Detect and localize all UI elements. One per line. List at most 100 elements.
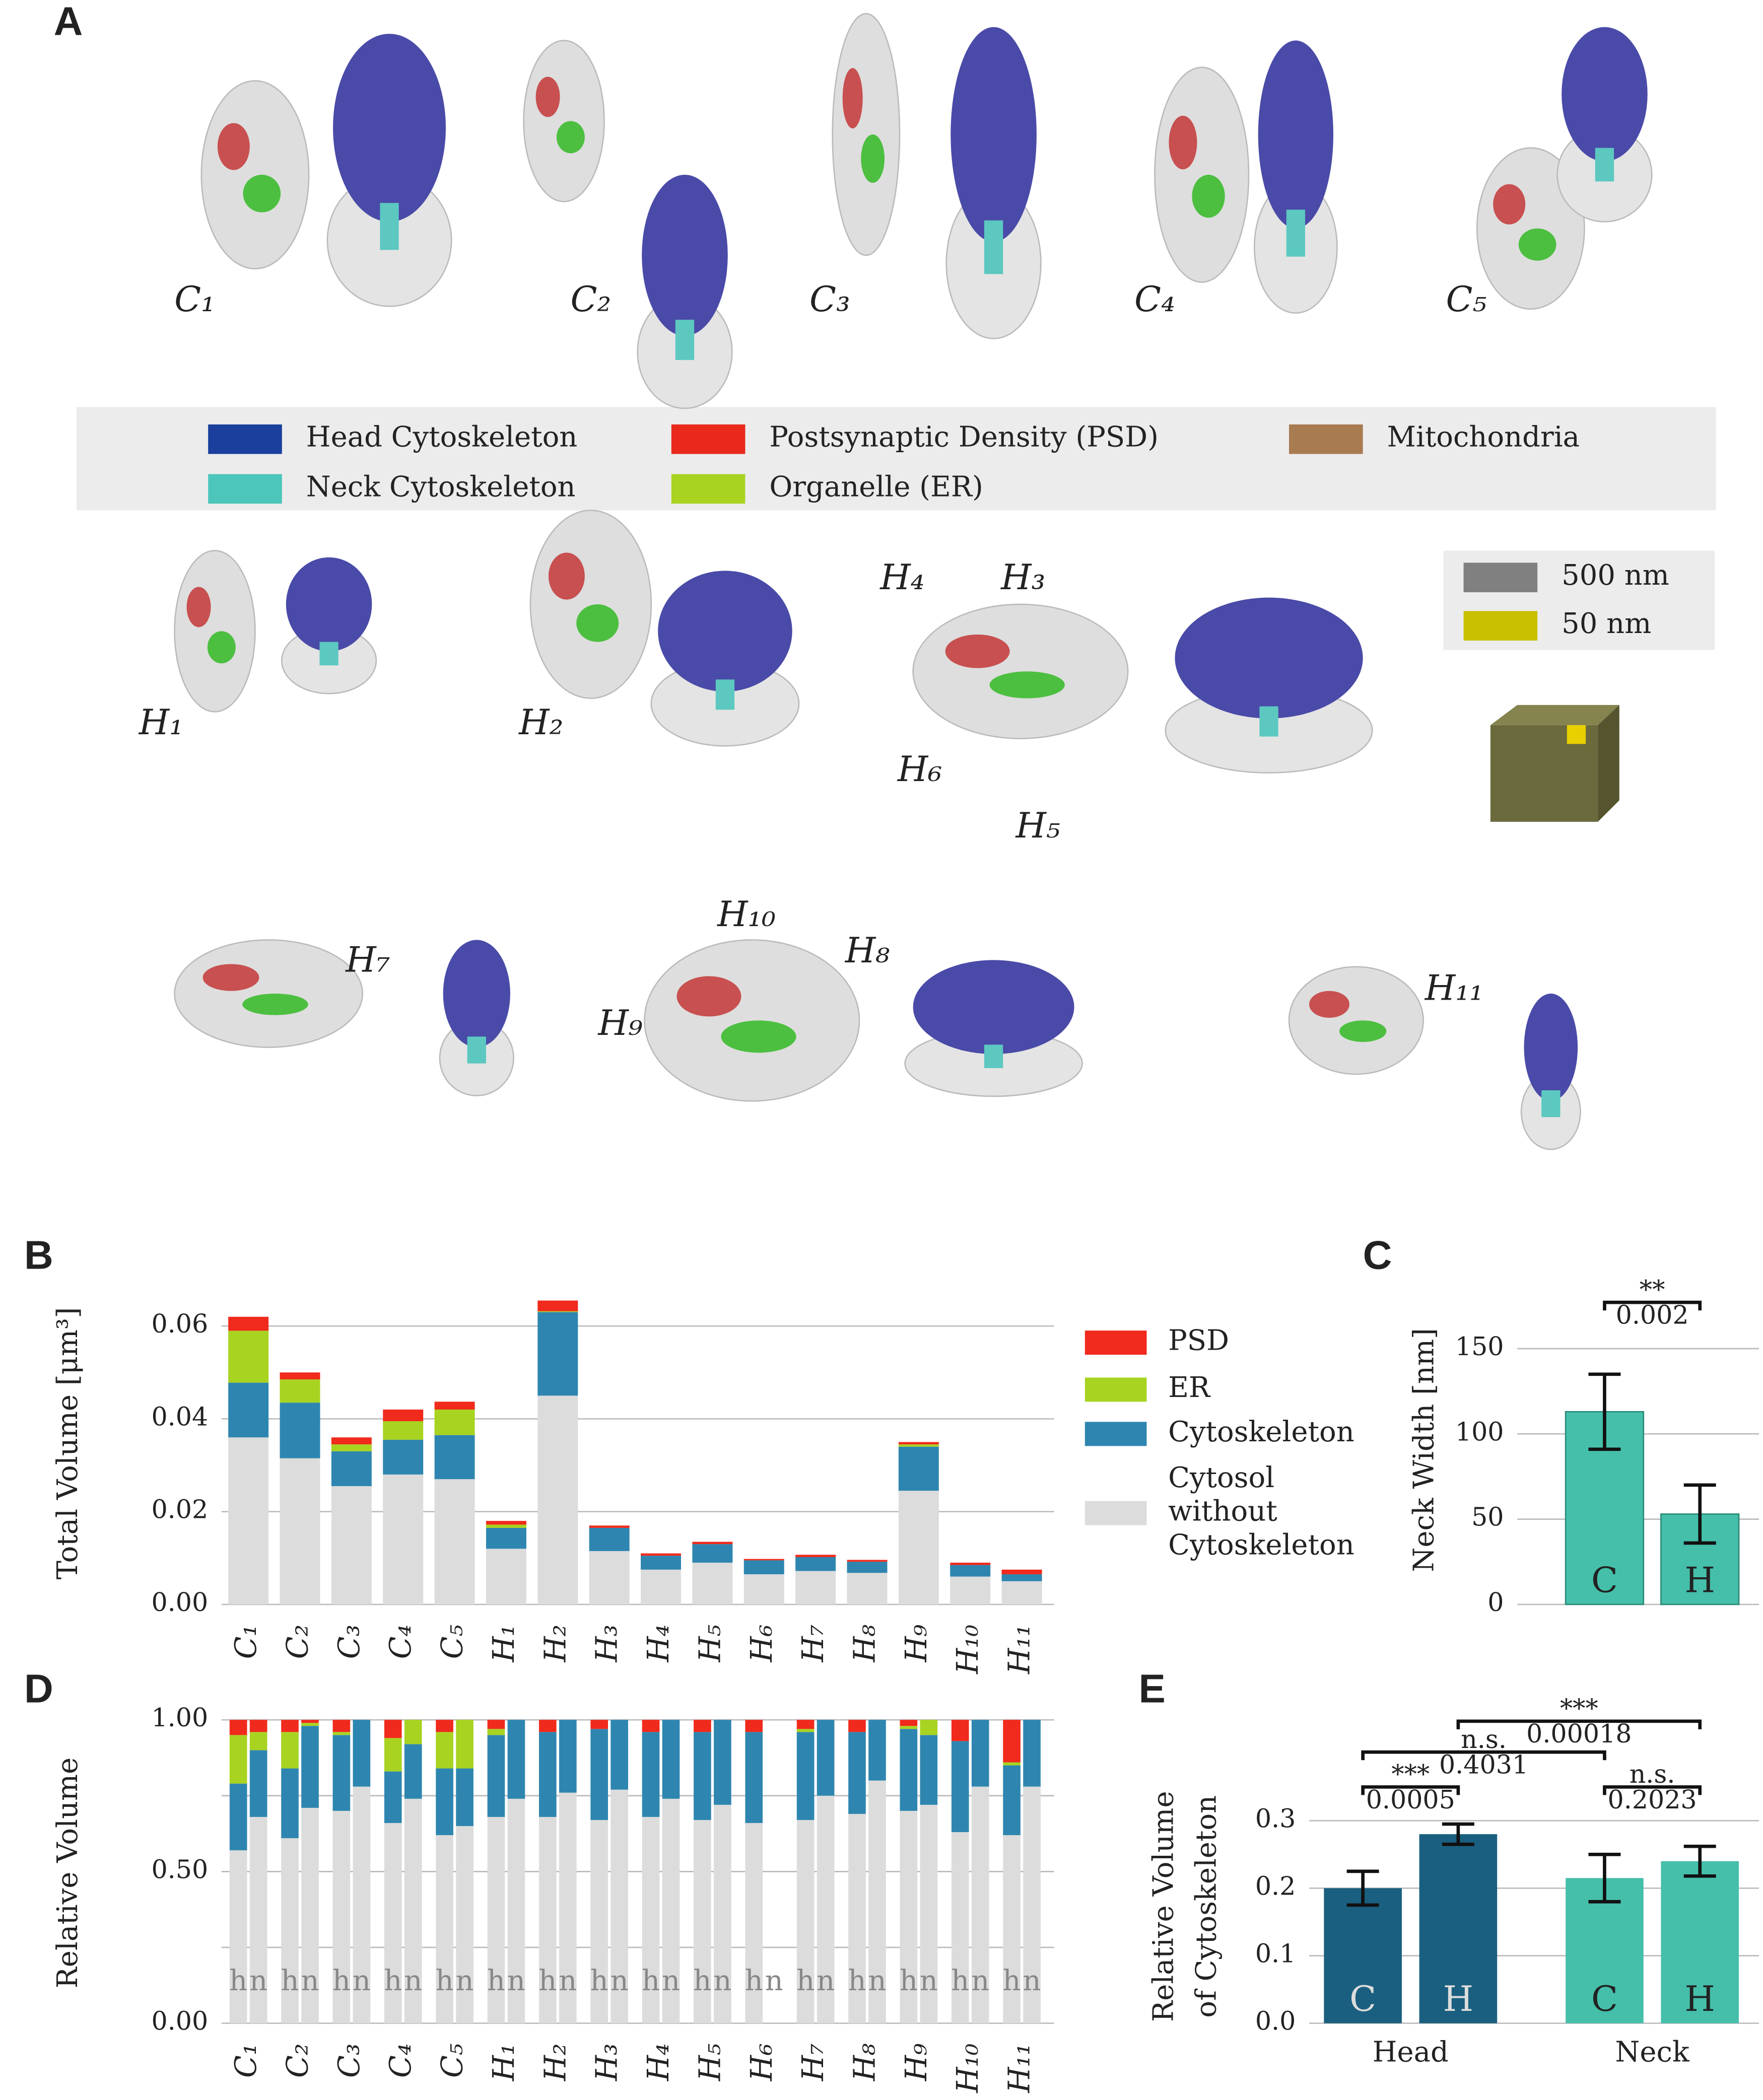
bar-segment (434, 1402, 475, 1410)
cytoskeleton-render (951, 27, 1037, 242)
bar-segment (589, 1527, 630, 1551)
bar-segment (384, 1720, 402, 1738)
bar-segment (537, 1300, 578, 1311)
bar-segment (537, 1395, 578, 1604)
bar-label: h (436, 1965, 454, 1997)
x-tick-label: H₃ (590, 2044, 624, 2082)
bar-segment (487, 1729, 505, 1735)
spine-label: H₈ (844, 931, 890, 971)
bar (1324, 1888, 1402, 2023)
x-tick-label: Head (1373, 2036, 1449, 2068)
er-render (1192, 174, 1225, 218)
bar-segment (229, 1783, 247, 1851)
bar-segment (745, 1720, 763, 1732)
bar-label: h (281, 1965, 299, 1997)
bar-segment (590, 1729, 608, 1820)
bar-segment (538, 1816, 557, 2023)
bar-segment (228, 1437, 269, 1604)
bar-label: C (1591, 1560, 1618, 1600)
bar-segment (847, 1560, 888, 1562)
x-tick-label: H₁₁ (1002, 1625, 1037, 1674)
spine-render (174, 550, 256, 713)
x-tick-label: H₇ (796, 2044, 830, 2082)
bar-segment (692, 1563, 733, 1604)
bar-segment (280, 1372, 320, 1380)
significance-stars: ** (1640, 1275, 1665, 1304)
bar-segment (848, 1813, 866, 2023)
y-tick-label: 100 (1455, 1417, 1504, 1446)
bar-label: n (817, 1965, 835, 1997)
spine-render (529, 510, 652, 699)
bar-segment (920, 1735, 938, 1805)
bar-segment (743, 1560, 784, 1575)
bar-segment (249, 1750, 267, 1817)
bar-segment (868, 1720, 886, 1781)
bar-label: h (796, 1965, 815, 1997)
bar-segment (434, 1435, 475, 1480)
bar-segment (332, 1735, 351, 1811)
bar-segment (332, 1810, 351, 2023)
x-tick-label: C₅ (435, 2044, 469, 2078)
bar-segment (331, 1444, 372, 1451)
bar-segment (641, 1569, 682, 1604)
bar-segment (1001, 1569, 1042, 1575)
bar-segment (642, 1732, 660, 1817)
bar-label: h (642, 1965, 660, 1997)
bar-segment (249, 1720, 267, 1732)
significance-bracket (1603, 1785, 1702, 1795)
p-value: 0.4031 (1439, 1749, 1528, 1779)
bar-segment (384, 1771, 402, 1823)
bar-segment (898, 1446, 939, 1491)
bar-segment (281, 1838, 299, 2023)
psd-render (202, 964, 259, 991)
psd-render (186, 587, 211, 627)
bar-segment (950, 1576, 991, 1604)
er-render (243, 174, 281, 213)
bar-segment (486, 1527, 526, 1549)
legend-swatch (1289, 424, 1363, 454)
panel-letter: E (1138, 1666, 1165, 1711)
bar-segment (692, 1542, 733, 1545)
bar-segment (745, 1823, 763, 2023)
bar-segment (951, 1741, 969, 1833)
bar-segment (331, 1437, 372, 1445)
y-tick-label: 0.50 (151, 1854, 208, 1884)
spine-label: H₁₀ (716, 894, 776, 935)
bar-segment (1001, 1574, 1042, 1581)
bar-segment (641, 1556, 682, 1570)
er-render (1518, 228, 1556, 261)
x-tick-label: H₁ (487, 2044, 521, 2082)
error-bar (1683, 1483, 1716, 1545)
scale-cube (1490, 705, 1619, 822)
bar-segment (280, 1458, 320, 1604)
bar-label: n (868, 1965, 886, 1997)
bar-segment (743, 1574, 784, 1604)
legend-swatch (1463, 563, 1538, 593)
significance-stars: n.s. (1461, 1724, 1507, 1754)
legend-swatch (1084, 1501, 1147, 1525)
legend-label: 500 nm (1562, 559, 1669, 592)
bar-segment (920, 1804, 938, 2023)
x-tick-label: H₈ (847, 2043, 881, 2081)
y-axis-label: Relative Volume (51, 1758, 84, 1989)
bar-segment (384, 1823, 402, 2023)
bar-segment (249, 1732, 267, 1751)
bar-segment (487, 1816, 505, 2023)
bar-segment (796, 1729, 815, 1732)
bar-segment (900, 1810, 918, 2023)
neck-render (1541, 1090, 1561, 1117)
x-tick-label: H₆ (744, 1625, 779, 1663)
bar-segment (714, 1804, 731, 2023)
psd-render (1493, 184, 1526, 225)
bar-segment (331, 1451, 372, 1487)
bar-segment (436, 1835, 453, 2023)
bar-segment (795, 1571, 836, 1604)
spine-render (174, 939, 364, 1048)
x-tick-label: H₃ (590, 1625, 624, 1663)
bar-segment (280, 1403, 320, 1458)
neck-render (984, 1044, 1003, 1068)
bar-segment (817, 1720, 835, 1796)
psd-render (217, 123, 250, 170)
bar-segment (486, 1524, 526, 1528)
bar-segment (642, 1816, 660, 2023)
